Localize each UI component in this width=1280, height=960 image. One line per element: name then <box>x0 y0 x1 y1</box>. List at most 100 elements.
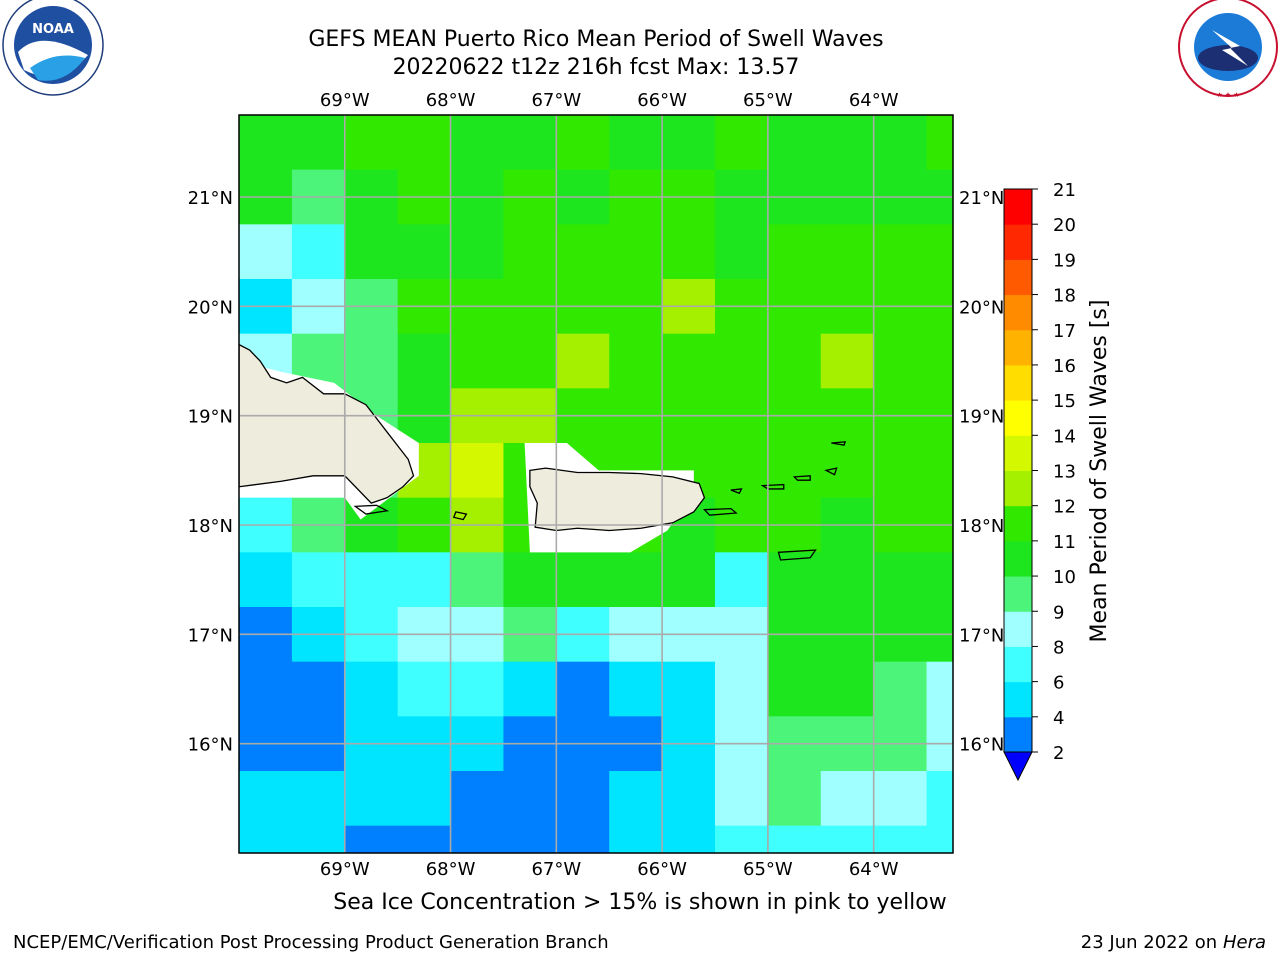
field-cell <box>450 443 505 499</box>
lat-label-left: 21°N <box>188 188 233 209</box>
lat-label-right: 16°N <box>959 735 1004 756</box>
lon-label-bottom: 69°W <box>320 859 370 880</box>
field-cell <box>556 224 610 280</box>
field-cell <box>556 825 610 853</box>
field-cell <box>397 825 452 853</box>
lon-label-bottom: 67°W <box>531 859 581 880</box>
field-cell <box>291 771 346 827</box>
colorbar-segment <box>1004 259 1032 296</box>
land-hispaniola <box>239 343 415 504</box>
field-cell <box>715 552 769 608</box>
field-cell <box>820 661 875 717</box>
field-cell <box>715 115 769 171</box>
lat-lon-grid <box>239 115 953 853</box>
colorbar-tick-label: 13 <box>1053 462 1076 483</box>
colorbar-tick-label: 12 <box>1053 497 1076 518</box>
field-cell <box>926 552 953 608</box>
colorbar-extend-arrow <box>1003 751 1033 782</box>
colorbar-tick-label: 2 <box>1053 743 1064 764</box>
field-cell <box>344 224 399 280</box>
lat-label-right: 21°N <box>959 188 1004 209</box>
noaa-logo-text: NOAA <box>32 22 74 37</box>
lon-label-top: 64°W <box>849 90 899 111</box>
colorbar-tick-label: 20 <box>1053 215 1076 236</box>
field-cell <box>344 661 399 717</box>
field-cell <box>503 661 557 717</box>
field-cell <box>609 552 663 608</box>
colorbar-tick-label: 18 <box>1053 286 1076 307</box>
colorbar-tick-label: 6 <box>1053 673 1064 694</box>
field-cell <box>239 771 293 827</box>
field-cell <box>767 333 822 389</box>
field-cell <box>820 771 875 827</box>
field-cell <box>926 771 953 827</box>
field-cell <box>239 115 293 171</box>
field-cell <box>873 552 928 608</box>
lon-label-bottom: 64°W <box>849 859 899 880</box>
field-cell <box>556 771 610 827</box>
field-cell <box>344 552 399 608</box>
colorbar-segment <box>1004 505 1032 542</box>
lon-label-top: 65°W <box>743 90 793 111</box>
colorbar-segment <box>1004 435 1032 471</box>
field-cell <box>239 224 293 280</box>
lon-label-bottom: 68°W <box>426 859 476 880</box>
colorbar-segment <box>1004 224 1032 260</box>
field-cell <box>873 224 928 280</box>
colorbar-label: Mean Period of Swell Waves [s] <box>1087 300 1112 643</box>
field-cell <box>397 115 452 171</box>
field-cell <box>503 552 557 608</box>
field-cell <box>556 661 610 717</box>
colorbar-tick-label: 17 <box>1053 321 1076 342</box>
field-cell <box>503 224 557 280</box>
svg-text:★ ★ ★: ★ ★ ★ <box>1216 91 1239 99</box>
field-cell <box>291 552 346 608</box>
colorbar-segment <box>1004 294 1032 331</box>
field-cell <box>397 224 452 280</box>
colorbar-tick-label: 9 <box>1053 602 1064 623</box>
map-tick-labels: 69°W 69°W 68°W 68°W 67°W 67°W 66°W 66°W 65°W 65°W… <box>188 90 1005 880</box>
colorbar-segment <box>1004 329 1032 366</box>
colorbar-segment <box>1004 189 1032 225</box>
map-title: GEFS MEAN Puerto Rico Mean Period of Swe… <box>308 27 884 52</box>
colorbar-segment <box>1004 646 1032 683</box>
lat-label-right: 20°N <box>959 297 1004 318</box>
field-cell <box>609 661 663 717</box>
lon-label-top: 67°W <box>531 90 581 111</box>
lon-label-top: 68°W <box>426 90 476 111</box>
land-puerto-rico <box>529 467 706 532</box>
field-cell <box>926 443 953 499</box>
map-subtitle-forecast: 20220622 t12z 216h fcst Max: 13.57 <box>392 55 800 80</box>
field-cell <box>291 661 346 717</box>
field-cell <box>291 115 346 171</box>
sea-ice-note: Sea Ice Concentration > 15% is shown in … <box>333 890 947 915</box>
field-cell <box>397 661 452 717</box>
nws-logo: ★ ★ ★ <box>1178 0 1278 99</box>
land-mona <box>452 511 468 521</box>
field-cell <box>715 333 769 389</box>
lat-label-left: 19°N <box>188 407 233 428</box>
field-cell <box>873 115 928 171</box>
colorbar-tick-label: 16 <box>1053 356 1076 377</box>
colorbar-tick-label: 15 <box>1053 391 1076 412</box>
field-cell <box>450 661 505 717</box>
run-date-text: 23 Jun 2022 on <box>1080 932 1218 953</box>
field-cell <box>662 333 716 389</box>
field-cell <box>344 825 399 853</box>
field-cell <box>397 771 452 827</box>
field-cell <box>662 115 716 171</box>
colorbar-tick-label: 19 <box>1053 250 1076 271</box>
lat-label-right: 19°N <box>959 407 1004 428</box>
field-cell <box>926 224 953 280</box>
colorbar-segment <box>1004 540 1032 577</box>
field-cell <box>873 443 928 499</box>
field-cell <box>715 224 769 280</box>
field-cell <box>609 771 663 827</box>
field-cell <box>820 552 875 608</box>
field-cell <box>609 825 663 853</box>
lon-label-top: 66°W <box>637 90 687 111</box>
field-cell <box>873 661 928 717</box>
colorbar-tick-label: 21 <box>1053 180 1076 201</box>
colorbar-segment <box>1004 716 1032 753</box>
